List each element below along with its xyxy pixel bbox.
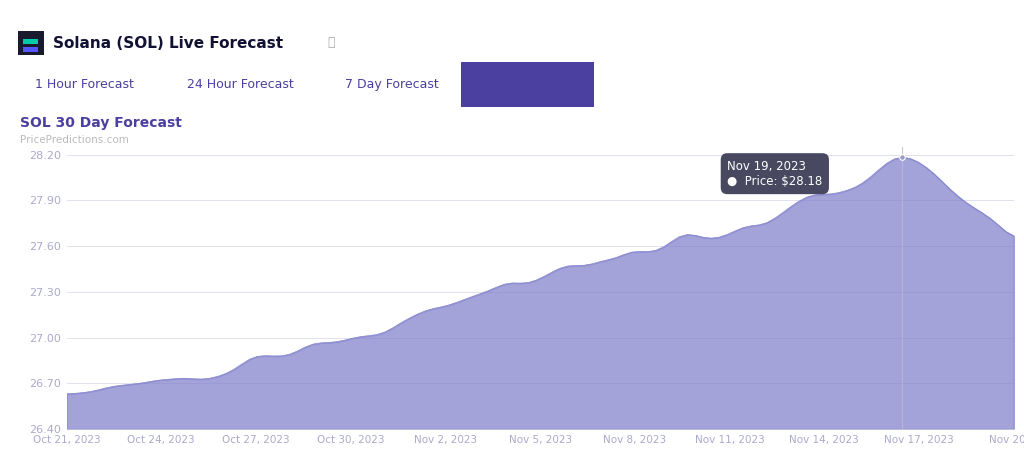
Text: SOL 30 Day Forecast: SOL 30 Day Forecast — [20, 116, 182, 130]
Text: 1 Hour Forecast: 1 Hour Forecast — [35, 78, 134, 91]
Text: ⓘ: ⓘ — [328, 36, 335, 48]
Text: Solana (SOL) Live Forecast: Solana (SOL) Live Forecast — [53, 36, 284, 51]
Text: Nov 19, 2023
●  Price: $28.18: Nov 19, 2023 ● Price: $28.18 — [727, 160, 822, 188]
Text: PricePredictions.com: PricePredictions.com — [20, 135, 129, 145]
Text: 30 Day Forecast: 30 Day Forecast — [476, 78, 579, 91]
Text: 24 Hour Forecast: 24 Hour Forecast — [187, 78, 294, 91]
Text: 7 Day Forecast: 7 Day Forecast — [345, 78, 438, 91]
